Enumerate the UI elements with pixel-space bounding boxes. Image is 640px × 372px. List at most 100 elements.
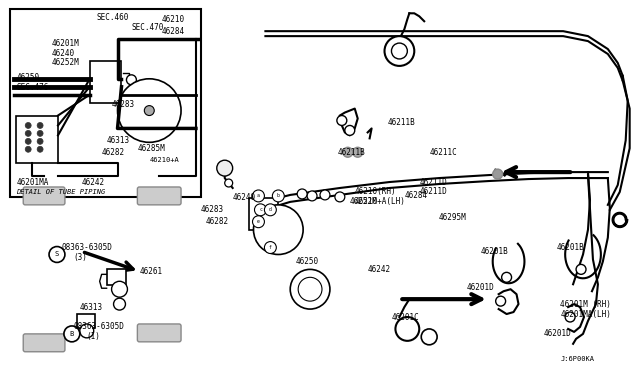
Text: 46211B: 46211B — [338, 148, 365, 157]
Text: 46240: 46240 — [233, 193, 256, 202]
Text: 46201D: 46201D — [467, 283, 495, 292]
Circle shape — [37, 146, 43, 152]
Circle shape — [25, 122, 31, 128]
Text: J:6P00KA: J:6P00KA — [560, 356, 594, 362]
Circle shape — [290, 269, 330, 309]
Text: 46283: 46283 — [111, 100, 134, 109]
Circle shape — [502, 272, 511, 282]
Text: 46284: 46284 — [404, 192, 428, 201]
Circle shape — [392, 43, 407, 59]
Circle shape — [217, 160, 233, 176]
Text: 46250: 46250 — [16, 73, 40, 82]
Circle shape — [253, 190, 264, 202]
Text: 46211D: 46211D — [419, 187, 447, 196]
Text: 46313: 46313 — [80, 302, 103, 312]
Text: 46284: 46284 — [161, 27, 184, 36]
FancyBboxPatch shape — [23, 334, 65, 352]
Text: 46201MA(LH): 46201MA(LH) — [560, 310, 611, 318]
Circle shape — [343, 147, 353, 157]
Bar — [90, 61, 122, 103]
Circle shape — [253, 205, 303, 254]
Text: B: B — [70, 331, 74, 337]
Text: 46242: 46242 — [82, 177, 105, 186]
Circle shape — [253, 216, 264, 228]
Text: (1): (1) — [87, 332, 100, 341]
Text: 08363-6305D: 08363-6305D — [62, 243, 113, 252]
Text: 46201M: 46201M — [52, 39, 80, 48]
Circle shape — [307, 191, 317, 201]
Bar — [107, 269, 127, 285]
Circle shape — [49, 247, 65, 262]
Circle shape — [353, 147, 363, 157]
Text: 46201D: 46201D — [543, 329, 571, 339]
Circle shape — [145, 106, 154, 116]
Circle shape — [37, 122, 43, 128]
FancyBboxPatch shape — [138, 187, 181, 205]
Text: S: S — [55, 251, 59, 257]
Circle shape — [396, 317, 419, 341]
Text: e: e — [257, 219, 260, 224]
Circle shape — [345, 125, 355, 135]
Text: 46285M: 46285M — [138, 144, 165, 153]
Text: 46201B: 46201B — [556, 243, 584, 252]
Text: 08363-6305D: 08363-6305D — [74, 323, 125, 331]
Text: 46250: 46250 — [295, 257, 318, 266]
Circle shape — [421, 329, 437, 345]
Text: 46201MA: 46201MA — [16, 177, 49, 186]
Text: b: b — [277, 193, 280, 198]
Circle shape — [118, 79, 181, 142]
Text: 46201C: 46201C — [392, 312, 419, 321]
Circle shape — [37, 138, 43, 144]
Text: 46210+A(LH): 46210+A(LH) — [355, 198, 406, 206]
Bar — [248, 198, 278, 230]
Text: 46252M: 46252M — [52, 58, 80, 67]
Circle shape — [225, 179, 233, 187]
Text: 46252M: 46252M — [350, 198, 378, 206]
Bar — [10, 9, 201, 197]
Bar — [16, 116, 58, 163]
Text: 46201M (RH): 46201M (RH) — [560, 299, 611, 309]
Circle shape — [493, 169, 502, 179]
Circle shape — [80, 324, 93, 338]
Text: SEC.470: SEC.470 — [131, 23, 164, 32]
Text: DETAIL OF TUBE PIPING: DETAIL OF TUBE PIPING — [16, 189, 106, 195]
Text: 46282: 46282 — [102, 148, 125, 157]
Text: 46211D: 46211D — [419, 177, 447, 186]
Text: 46313: 46313 — [107, 136, 130, 145]
Text: 46211C: 46211C — [429, 148, 457, 157]
Text: 46282: 46282 — [206, 217, 229, 226]
Circle shape — [264, 241, 276, 253]
Text: 46210(RH): 46210(RH) — [355, 187, 396, 196]
Circle shape — [264, 204, 276, 216]
FancyBboxPatch shape — [138, 324, 181, 342]
Text: 46201B: 46201B — [481, 247, 509, 256]
Text: 46210: 46210 — [161, 15, 184, 24]
Circle shape — [25, 146, 31, 152]
FancyBboxPatch shape — [23, 187, 65, 205]
Text: a: a — [257, 193, 260, 198]
Circle shape — [576, 264, 586, 274]
Circle shape — [495, 296, 506, 306]
Circle shape — [297, 189, 307, 199]
Text: SEC.476: SEC.476 — [16, 83, 49, 92]
Circle shape — [565, 312, 575, 322]
Text: 46242: 46242 — [367, 265, 391, 274]
Circle shape — [25, 131, 31, 137]
Bar — [77, 314, 95, 328]
Circle shape — [64, 326, 80, 342]
Text: 46240: 46240 — [52, 48, 75, 58]
Circle shape — [37, 131, 43, 137]
Circle shape — [335, 192, 345, 202]
Circle shape — [385, 36, 414, 66]
Text: 46283: 46283 — [201, 205, 224, 214]
Circle shape — [320, 190, 330, 200]
Text: c: c — [259, 207, 262, 212]
Circle shape — [127, 75, 136, 85]
Circle shape — [337, 116, 347, 125]
Circle shape — [298, 277, 322, 301]
Circle shape — [111, 281, 127, 297]
Circle shape — [255, 204, 266, 216]
Circle shape — [25, 138, 31, 144]
Text: 46295M: 46295M — [439, 213, 467, 222]
Text: f: f — [269, 245, 272, 250]
